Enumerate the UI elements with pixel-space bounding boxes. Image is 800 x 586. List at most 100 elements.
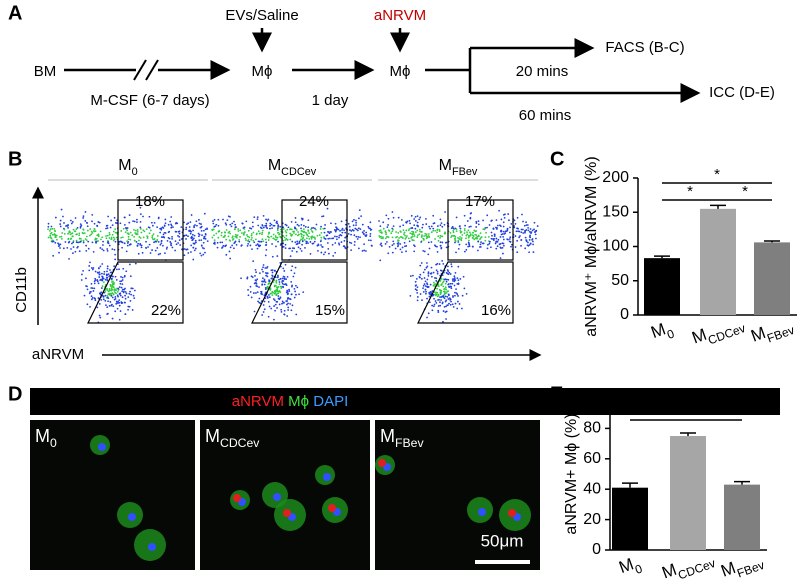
event-dot bbox=[298, 233, 300, 236]
event-dot bbox=[444, 241, 447, 244]
event-dot bbox=[455, 230, 458, 233]
event-dot bbox=[159, 243, 162, 246]
event-dot bbox=[118, 293, 121, 295]
event-dot bbox=[282, 239, 285, 242]
event-dot bbox=[332, 237, 335, 240]
event-dot bbox=[285, 231, 288, 234]
event-dot bbox=[307, 219, 310, 222]
event-dot bbox=[391, 244, 394, 247]
event-dot bbox=[442, 262, 445, 265]
event-dot bbox=[169, 241, 172, 243]
event-dot bbox=[464, 224, 466, 227]
event-dot bbox=[230, 225, 233, 228]
event-dot bbox=[287, 306, 290, 309]
event-dot bbox=[252, 231, 255, 234]
event-dot bbox=[305, 232, 308, 234]
event-dot bbox=[294, 266, 297, 269]
event-dot bbox=[469, 234, 472, 236]
event-dot bbox=[120, 240, 123, 243]
event-dot bbox=[55, 234, 58, 237]
event-dot bbox=[263, 283, 266, 286]
event-dot bbox=[129, 238, 132, 241]
event-dot bbox=[386, 236, 388, 238]
event-dot bbox=[97, 221, 100, 223]
event-dot bbox=[443, 287, 446, 290]
event-dot bbox=[262, 270, 264, 273]
event-dot bbox=[201, 246, 204, 249]
event-dot bbox=[288, 290, 291, 292]
event-dot bbox=[323, 253, 325, 256]
event-dot bbox=[297, 231, 299, 233]
event-dot bbox=[439, 296, 442, 298]
event-dot bbox=[104, 299, 107, 302]
event-dot bbox=[509, 236, 512, 239]
event-dot bbox=[465, 234, 468, 237]
event-dot bbox=[108, 305, 111, 307]
event-dot bbox=[90, 290, 92, 293]
event-dot bbox=[275, 245, 277, 248]
event-dot bbox=[499, 243, 502, 245]
event-dot bbox=[206, 228, 209, 230]
event-dot bbox=[111, 248, 114, 251]
event-dot bbox=[90, 230, 93, 233]
event-dot bbox=[91, 268, 94, 271]
event-dot bbox=[91, 213, 94, 216]
event-dot bbox=[529, 242, 532, 245]
event-dot bbox=[121, 276, 124, 279]
event-dot bbox=[192, 229, 194, 232]
event-dot bbox=[94, 299, 97, 302]
event-dot bbox=[399, 225, 401, 228]
event-dot bbox=[315, 223, 318, 226]
event-dot bbox=[447, 278, 450, 281]
event-dot bbox=[89, 228, 92, 230]
event-dot bbox=[286, 298, 289, 300]
event-dot bbox=[98, 271, 101, 274]
event-dot bbox=[413, 218, 416, 220]
y-tick-label: 80 bbox=[583, 420, 601, 437]
event-dot bbox=[380, 235, 382, 238]
event-dot bbox=[90, 295, 93, 298]
event-dot bbox=[249, 227, 251, 229]
event-dot bbox=[423, 268, 426, 271]
event-dot bbox=[272, 233, 275, 236]
event-dot bbox=[242, 233, 245, 235]
event-dot bbox=[331, 243, 334, 246]
event-dot bbox=[404, 237, 407, 240]
event-dot bbox=[178, 239, 181, 242]
event-dot bbox=[427, 272, 430, 275]
event-dot bbox=[344, 236, 347, 239]
label-subscript: CDCev bbox=[706, 321, 747, 347]
event-dot bbox=[78, 234, 81, 237]
event-dot bbox=[273, 299, 276, 302]
event-dot bbox=[292, 275, 295, 278]
event-dot bbox=[463, 287, 466, 290]
event-dot bbox=[414, 227, 417, 230]
event-dot bbox=[111, 284, 114, 287]
event-dot bbox=[97, 267, 100, 270]
event-dot bbox=[475, 226, 478, 228]
event-dot bbox=[424, 288, 427, 291]
event-dot bbox=[49, 228, 52, 230]
event-dot bbox=[267, 300, 270, 303]
event-dot bbox=[468, 245, 471, 248]
event-dot bbox=[293, 296, 296, 299]
event-dot bbox=[502, 225, 505, 228]
event-dot bbox=[115, 300, 118, 303]
event-dot bbox=[506, 227, 509, 230]
event-dot bbox=[404, 234, 406, 237]
event-dot bbox=[330, 222, 332, 225]
event-dot bbox=[425, 290, 427, 293]
event-dot bbox=[437, 305, 440, 307]
event-dot bbox=[70, 222, 73, 225]
event-dot bbox=[215, 232, 218, 235]
event-dot bbox=[426, 283, 429, 286]
event-dot bbox=[400, 236, 403, 238]
event-dot bbox=[388, 245, 391, 248]
event-dot bbox=[275, 220, 278, 223]
bar bbox=[700, 208, 736, 315]
event-dot bbox=[387, 217, 390, 220]
event-dot bbox=[100, 279, 103, 281]
event-dot bbox=[105, 237, 108, 240]
event-dot bbox=[468, 235, 470, 238]
x-tick-label: MCDCev bbox=[660, 547, 718, 586]
